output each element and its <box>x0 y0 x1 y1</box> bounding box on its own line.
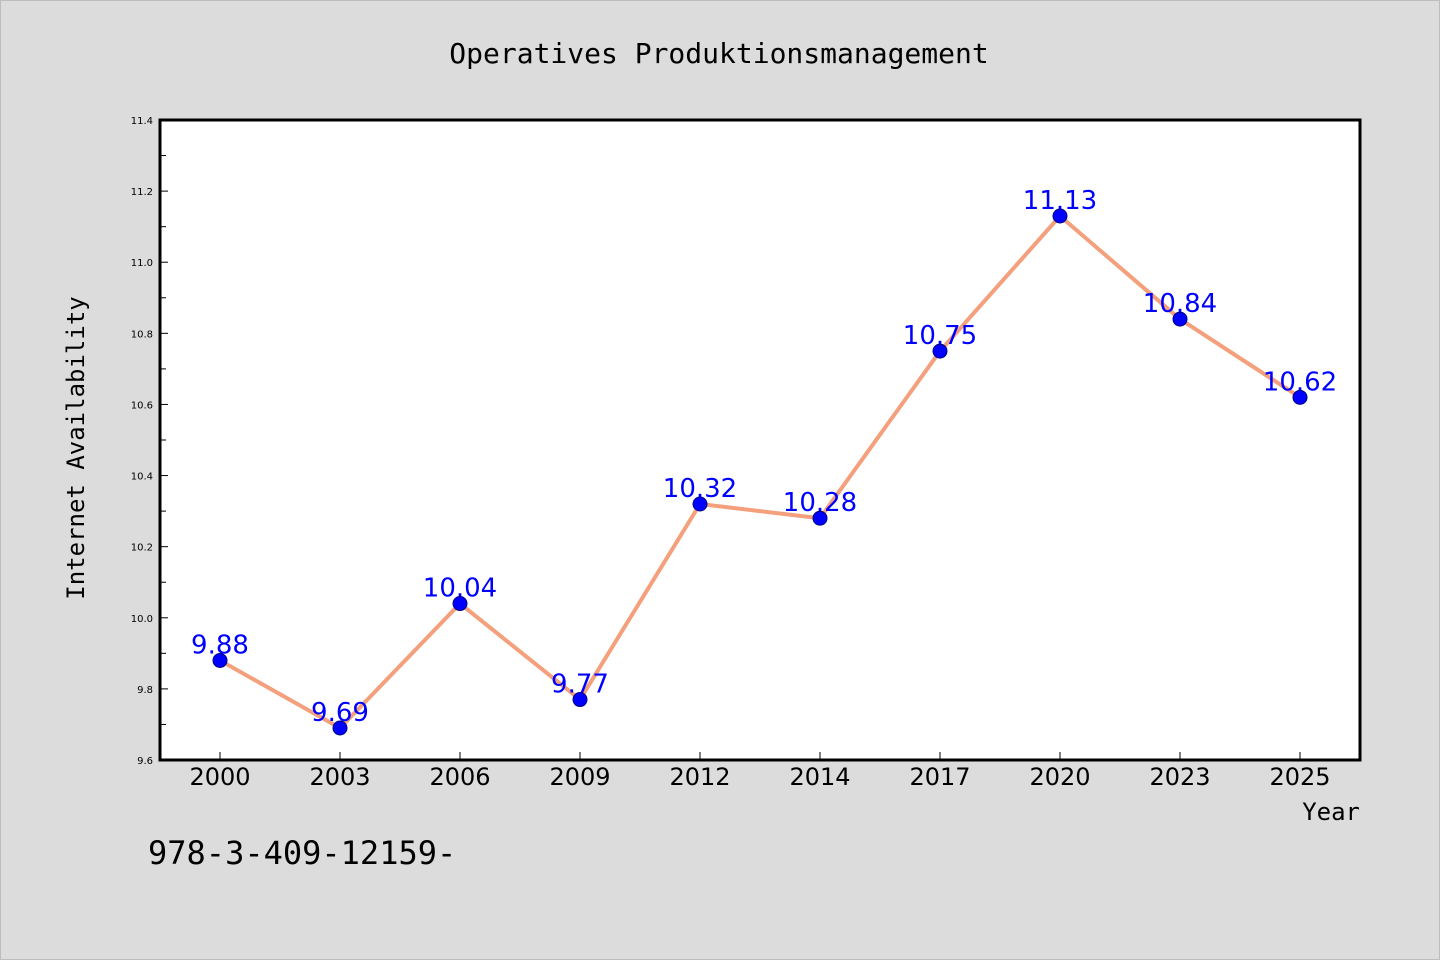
y-tick-label: 10.2 <box>131 543 153 554</box>
x-axis-label: Year <box>1302 798 1360 826</box>
data-point <box>452 596 468 612</box>
data-point <box>1292 389 1308 405</box>
data-label: 9.88 <box>191 630 249 660</box>
data-label: 10.84 <box>1143 289 1217 319</box>
y-tick-label: 9.8 <box>137 685 153 696</box>
data-point <box>572 692 588 708</box>
x-tick-label: 2006 <box>429 763 490 791</box>
data-label: 10.32 <box>663 474 737 504</box>
chart-title: Operatives Produktionsmanagement <box>449 37 988 70</box>
y-axis-label: Internet Availability <box>62 296 90 599</box>
x-tick-label: 2000 <box>189 763 250 791</box>
data-point <box>332 720 348 736</box>
footer-text: 978-3-409-12159- <box>148 834 456 872</box>
x-axis: 2000 2003 2006 2009 2012 2014 2017 2020 2023 2025 <box>189 752 1331 791</box>
data-label: 10.04 <box>423 574 497 604</box>
x-tick-label: 2025 <box>1269 763 1330 791</box>
data-label: 9.69 <box>311 698 369 728</box>
x-tick-label: 2017 <box>909 763 970 791</box>
data-label: 10.75 <box>903 321 977 351</box>
data-point <box>212 652 228 668</box>
series-line <box>218 214 1302 730</box>
y-tick-label: 10.4 <box>131 472 153 483</box>
y-tick-label: 11.4 <box>131 116 153 127</box>
data-point <box>1172 311 1188 327</box>
x-tick-label: 2003 <box>309 763 370 791</box>
data-point <box>932 343 948 359</box>
y-tick-label: 11.2 <box>131 187 153 198</box>
plot-area <box>158 118 1362 762</box>
data-label: 11.13 <box>1023 186 1097 216</box>
y-tick-label: 10.8 <box>131 329 153 340</box>
data-label: 10.28 <box>783 488 857 518</box>
data-point <box>692 496 708 512</box>
y-tick-label: 9.6 <box>137 756 153 767</box>
y-axis: 9.6 9.8 10.0 10.2 10.4 10.6 10.8 11.0 11.2 11.4 <box>131 116 168 767</box>
x-tick-label: 2020 <box>1029 763 1090 791</box>
x-tick-label: 2023 <box>1149 763 1210 791</box>
data-label: 10.62 <box>1263 367 1337 397</box>
y-tick-label: 11.0 <box>131 258 153 269</box>
y-tick-label: 10.0 <box>131 614 153 625</box>
data-point <box>1052 208 1068 224</box>
data-label: 9.77 <box>551 670 609 700</box>
x-tick-label: 2009 <box>549 763 610 791</box>
y-tick-label: 10.6 <box>131 400 153 411</box>
x-tick-label: 2012 <box>669 763 730 791</box>
x-tick-label: 2014 <box>789 763 850 791</box>
series-layer: 9.88 9.69 10.04 9.77 10.32 10.28 10.75 11.13 10.… <box>191 186 1337 736</box>
data-point <box>812 510 828 526</box>
